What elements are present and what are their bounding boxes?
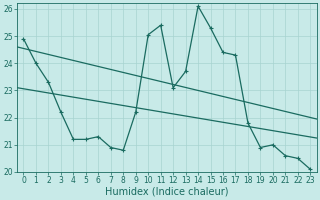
X-axis label: Humidex (Indice chaleur): Humidex (Indice chaleur) (105, 187, 229, 197)
